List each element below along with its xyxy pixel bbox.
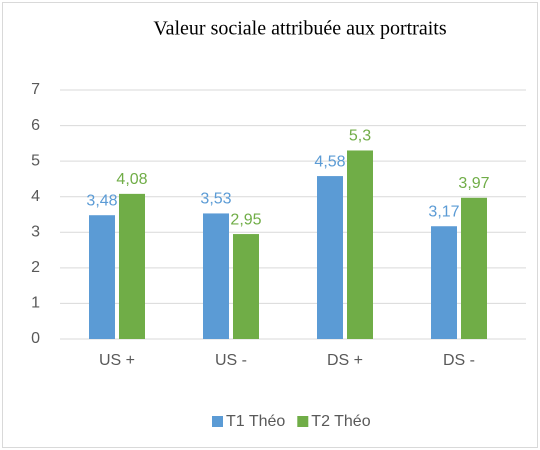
bar	[233, 234, 259, 339]
y-tick-label: 5	[31, 152, 40, 169]
value-label: 4,08	[116, 171, 147, 188]
bar	[461, 197, 487, 339]
bar	[203, 213, 229, 339]
y-tick-label: 1	[31, 295, 40, 312]
value-label: 3,17	[428, 203, 459, 220]
legend-label: T1 Théo	[226, 413, 285, 430]
value-label: 2,95	[230, 211, 261, 228]
value-label: 3,97	[458, 175, 489, 192]
bar	[347, 150, 373, 339]
legend-label: T2 Théo	[311, 413, 370, 430]
value-label: 3,48	[86, 192, 117, 209]
y-tick-label: 4	[31, 188, 40, 205]
bar	[431, 226, 457, 339]
x-tick-label: DS -	[443, 352, 475, 369]
bar	[119, 193, 145, 339]
y-tick-label: 3	[31, 224, 40, 241]
legend-swatch	[212, 416, 223, 427]
legend-swatch	[297, 416, 309, 427]
y-tick-label: 6	[31, 117, 40, 134]
chart-title: Valeur sociale attribuée aux portraits	[153, 18, 446, 40]
x-tick-label: DS +	[327, 352, 363, 369]
bar	[317, 176, 343, 339]
y-tick-label: 2	[31, 259, 40, 276]
value-label: 3,53	[200, 191, 231, 208]
value-label: 5,3	[349, 128, 371, 145]
value-label: 4,58	[314, 153, 345, 170]
y-tick-label: 7	[31, 81, 40, 98]
x-tick-label: US +	[99, 352, 135, 369]
x-tick-label: US -	[215, 352, 247, 369]
bar	[89, 215, 115, 339]
y-tick-label: 0	[31, 330, 40, 347]
